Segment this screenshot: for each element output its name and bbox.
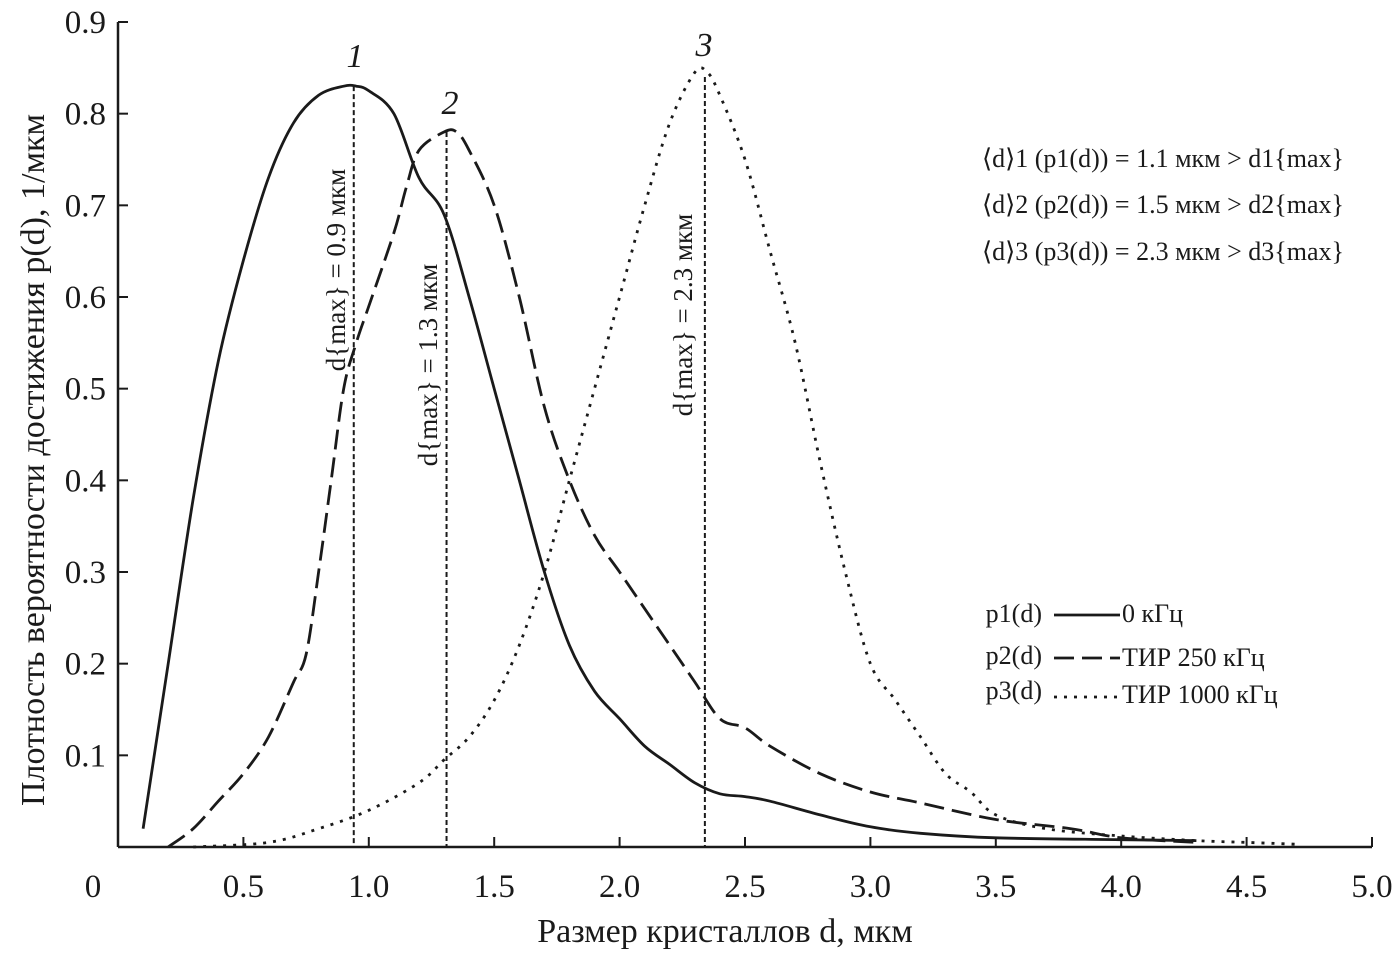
dmax-label-1: d{max} = 0.9 мкм <box>321 169 351 371</box>
legend: p1(d) 0 кГц p2(d) ТИР 250 кГц p3(d) ТИР … <box>986 599 1278 709</box>
y-tick-label: 0.9 <box>65 5 106 41</box>
x-tick-label: 5.0 <box>1351 869 1392 905</box>
legend-key-1: p1(d) <box>986 599 1042 628</box>
series-line-1 <box>141 83 1197 842</box>
curve-number-2: 2 <box>442 85 459 122</box>
legend-key-2: p2(d) <box>986 641 1042 670</box>
dmax-label-3: d{max} = 2.3 мкм <box>668 214 698 416</box>
y-axis-title: Плотность вероятности достижения p(d), 1… <box>15 114 52 806</box>
curve-number-1: 1 <box>347 38 364 75</box>
x-tick-group: 0 0.5 1.0 1.5 2.0 2.5 3.0 3.5 4.0 4.5 5.0 <box>85 837 1393 905</box>
y-tick-label: 0.5 <box>65 372 106 408</box>
y-tick-label: 0.3 <box>65 555 106 591</box>
x-tick-label: 1.5 <box>474 869 515 905</box>
x-axis-title: Размер кристаллов d, мкм <box>537 913 913 950</box>
y-tick-label: 0.2 <box>65 647 106 683</box>
mean-annotation-3: ⟨d⟩3 (p3(d)) = 2.3 мкм > d3{max} <box>982 237 1344 266</box>
curve-group <box>141 66 1297 849</box>
mean-annotation-1: ⟨d⟩1 (p1(d)) = 1.1 мкм > d1{max} <box>982 144 1344 173</box>
x-tick-label: 1.0 <box>348 869 389 905</box>
x-tick-label: 0 <box>85 869 102 905</box>
dmax-marker-group <box>352 77 706 847</box>
curve-number-3: 3 <box>695 27 713 64</box>
x-tick-label: 2.5 <box>724 869 765 905</box>
y-tick-label: 0.8 <box>65 97 106 133</box>
series-line-3 <box>193 66 1297 849</box>
y-tick-label: 0.6 <box>65 280 106 316</box>
x-tick-label: 2.0 <box>599 869 640 905</box>
y-tick-label: 0.1 <box>65 738 106 774</box>
x-tick-label: 4.0 <box>1101 869 1142 905</box>
x-tick-label: 0.5 <box>223 869 264 905</box>
y-tick-label: 0.7 <box>65 188 106 224</box>
legend-label-2: ТИР 250 кГц <box>1122 643 1265 672</box>
series-line-2 <box>167 128 1197 849</box>
legend-key-3: p3(d) <box>986 676 1042 705</box>
x-tick-label: 3.5 <box>975 869 1016 905</box>
x-tick-label: 4.5 <box>1226 869 1267 905</box>
dmax-label-2: d{max} = 1.3 мкм <box>413 264 443 466</box>
mean-annotation-2: ⟨d⟩2 (p2(d)) = 1.5 мкм > d2{max} <box>982 190 1344 219</box>
legend-label-3: ТИР 1000 кГц <box>1122 680 1278 709</box>
y-tick-group: 0.1 0.2 0.3 0.4 0.5 0.6 0.7 0.8 0.9 <box>65 5 128 774</box>
x-tick-label: 3.0 <box>850 869 891 905</box>
y-tick-label: 0.4 <box>65 463 106 499</box>
legend-label-1: 0 кГц <box>1122 599 1183 628</box>
